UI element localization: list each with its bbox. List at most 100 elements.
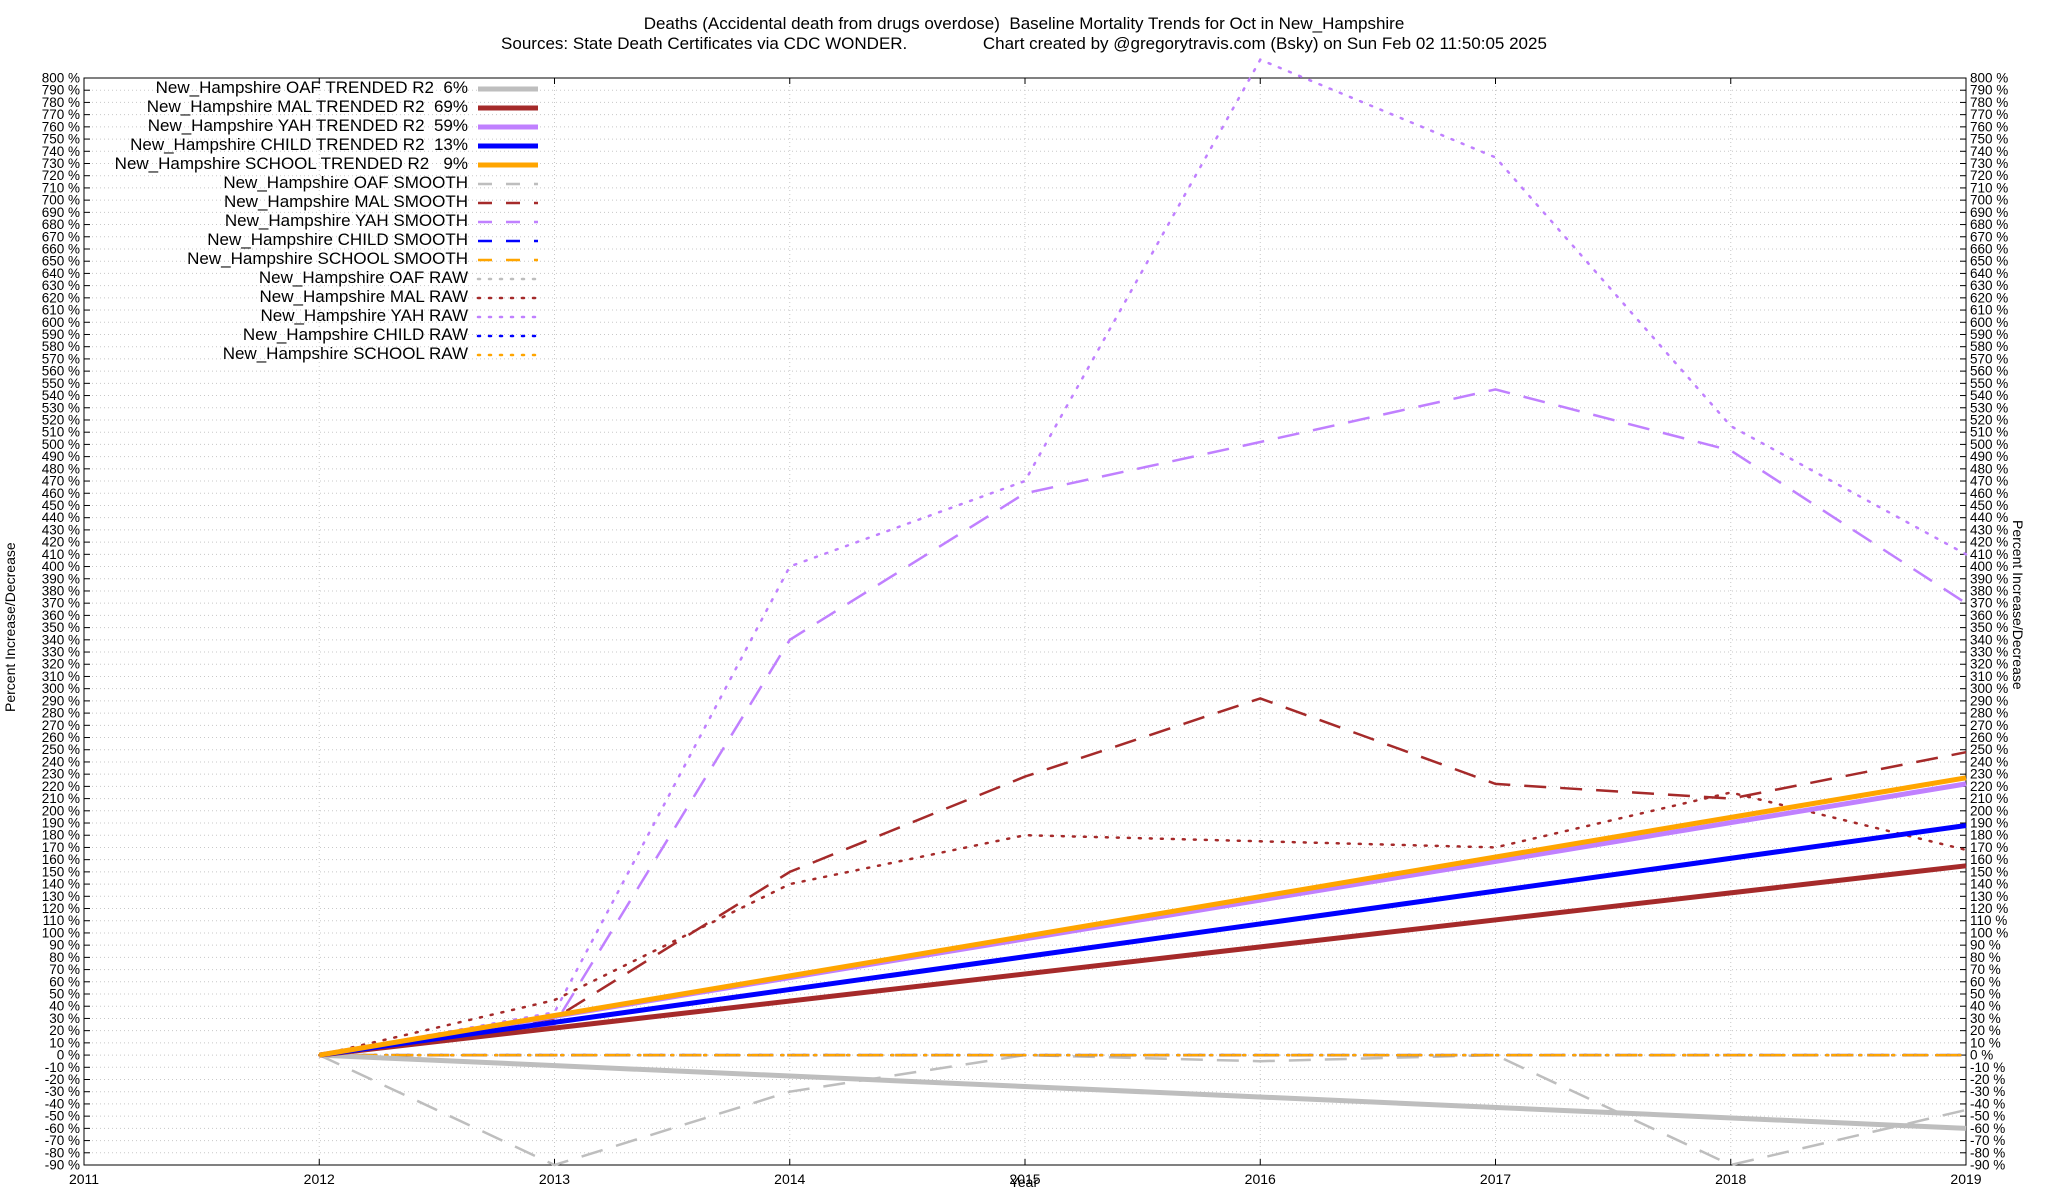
series-line-new-hampshire-school-trended-r2-9: [318, 775, 1967, 1058]
y-tick-label-right: 150 %: [1970, 864, 2008, 879]
series-line-new-hampshire-mal-trended-r2-69: [319, 863, 1967, 1058]
y-tick-label-right: 80 %: [1970, 950, 2001, 965]
y-tick-label: 460 %: [42, 486, 80, 501]
y-tick-label: 680 %: [42, 217, 80, 232]
y-tick-label: 140 %: [42, 877, 80, 892]
y-tick-label: 560 %: [42, 364, 80, 379]
y-tick-label-right: 220 %: [1970, 779, 2008, 794]
y-tick-label-right: 270 %: [1970, 718, 2008, 733]
y-tick-label: 470 %: [42, 474, 80, 489]
y-tick-label: 600 %: [42, 315, 80, 330]
x-tick-label: 2013: [539, 1171, 570, 1187]
y-tick-label-right: 430 %: [1970, 522, 2008, 537]
y-tick-label-right: 600 %: [1970, 315, 2008, 330]
legend-item: New_Hampshire OAF RAW: [60, 268, 540, 287]
y-tick-label-right: 30 %: [1970, 1011, 2001, 1026]
y-tick-label-right: 460 %: [1970, 486, 2008, 501]
x-tick-label: 2014: [774, 1171, 805, 1187]
y-tick-label: 730 %: [42, 156, 80, 171]
y-tick-label: -70 %: [45, 1133, 80, 1148]
legend-label: New_Hampshire OAF SMOOTH: [223, 173, 468, 192]
y-tick-label-right: 630 %: [1970, 278, 2008, 293]
y-tick-label: 240 %: [42, 754, 80, 769]
y-tick-label: 150 %: [42, 864, 80, 879]
y-tick-label-right: 160 %: [1970, 852, 2008, 867]
y-tick-label-right: 760 %: [1970, 119, 2008, 134]
legend-label: New_Hampshire SCHOOL RAW: [222, 344, 468, 363]
y-tick-label: 50 %: [49, 987, 80, 1002]
y-tick-label-right: 210 %: [1970, 791, 2008, 806]
y-tick-label: 290 %: [42, 693, 80, 708]
series-line-new-hampshire-yah-smooth: [319, 388, 1967, 1057]
legend-label: New_Hampshire YAH TRENDED R2 59%: [147, 116, 468, 135]
legend-label: New_Hampshire MAL TRENDED R2 69%: [146, 97, 468, 116]
y-tick-label-right: 410 %: [1970, 547, 2008, 562]
y-tick-label: 430 %: [42, 522, 80, 537]
y-tick-label: 0 %: [57, 1048, 80, 1063]
y-tick-label-right: 180 %: [1970, 828, 2008, 843]
y-tick-label-right: 610 %: [1970, 303, 2008, 318]
y-tick-label-right: 740 %: [1970, 144, 2008, 159]
y-tick-label: 400 %: [42, 559, 80, 574]
x-tick-label: 2018: [1715, 1171, 1746, 1187]
y-tick-label: 210 %: [42, 791, 80, 806]
legend-swatch: [478, 86, 538, 92]
legend-swatch: [476, 277, 540, 281]
y-tick-label: 770 %: [42, 107, 80, 122]
y-tick-label: 710 %: [42, 180, 80, 195]
y-tick-label: 530 %: [42, 400, 80, 415]
y-tick-label: 90 %: [49, 938, 80, 953]
y-tick-label-right: 90 %: [1970, 938, 2001, 953]
y-tick-label: 570 %: [42, 351, 80, 366]
y-tick-label-right: -70 %: [1970, 1133, 2005, 1148]
y-tick-label: -20 %: [45, 1072, 80, 1087]
y-tick-label-right: -50 %: [1970, 1109, 2005, 1124]
y-tick-label-right: -10 %: [1970, 1060, 2005, 1075]
y-tick-label: 200 %: [42, 803, 80, 818]
y-tick-label: -40 %: [45, 1096, 80, 1111]
y-tick-label-right: 710 %: [1970, 180, 2008, 195]
y-tick-label-right: 470 %: [1970, 474, 2008, 489]
y-tick-label-right: 340 %: [1970, 632, 2008, 647]
y-tick-label-right: 320 %: [1970, 657, 2008, 672]
legend-item: New_Hampshire SCHOOL TRENDED R2 9%: [60, 154, 540, 173]
y-tick-label-right: 690 %: [1970, 205, 2008, 220]
y-tick-label-right: 660 %: [1970, 241, 2008, 256]
legend-item: New_Hampshire CHILD RAW: [60, 325, 540, 344]
y-tick-label-right: 500 %: [1970, 437, 2008, 452]
legend-swatch: [478, 162, 538, 168]
series-line-new-hampshire-mal-raw: [318, 791, 1968, 1057]
y-tick-label: 440 %: [42, 510, 80, 525]
y-tick-label: 270 %: [42, 718, 80, 733]
y-tick-label: 720 %: [42, 168, 80, 183]
series-line-new-hampshire-yah-raw: [318, 58, 1968, 1057]
y-tick-label: -50 %: [45, 1109, 80, 1124]
legend-swatch: [476, 353, 540, 357]
legend-swatch: [476, 334, 540, 338]
y-tick-label: 360 %: [42, 608, 80, 623]
y-tick-label-right: 260 %: [1970, 730, 2008, 745]
y-tick-label: 450 %: [42, 498, 80, 513]
y-tick-label: -30 %: [45, 1084, 80, 1099]
legend-label: New_Hampshire YAH RAW: [260, 306, 468, 325]
legend-label: New_Hampshire CHILD TRENDED R2 13%: [130, 135, 468, 154]
y-tick-label-right: 680 %: [1970, 217, 2008, 232]
y-tick-label-right: -40 %: [1970, 1096, 2005, 1111]
y-tick-label-right: 480 %: [1970, 461, 2008, 476]
y-tick-label-right: 360 %: [1970, 608, 2008, 623]
y-tick-label-right: 650 %: [1970, 254, 2008, 269]
series-line-new-hampshire-mal-smooth: [319, 697, 1967, 1057]
legend-label: New_Hampshire CHILD SMOOTH: [207, 230, 468, 249]
y-tick-label-right: 60 %: [1970, 974, 2001, 989]
y-tick-label: 20 %: [49, 1023, 80, 1038]
y-tick-label-right: 540 %: [1970, 388, 2008, 403]
y-tick-label-right: 240 %: [1970, 754, 2008, 769]
legend-item: New_Hampshire SCHOOL SMOOTH: [60, 249, 540, 268]
legend-item: New_Hampshire YAH TRENDED R2 59%: [60, 116, 540, 135]
y-tick-label: 410 %: [42, 547, 80, 562]
y-tick-label: -90 %: [45, 1158, 80, 1173]
y-tick-label-right: 790 %: [1970, 83, 2008, 98]
y-tick-label-right: 200 %: [1970, 803, 2008, 818]
legend-swatch: [476, 296, 540, 300]
y-tick-label: 640 %: [42, 266, 80, 281]
